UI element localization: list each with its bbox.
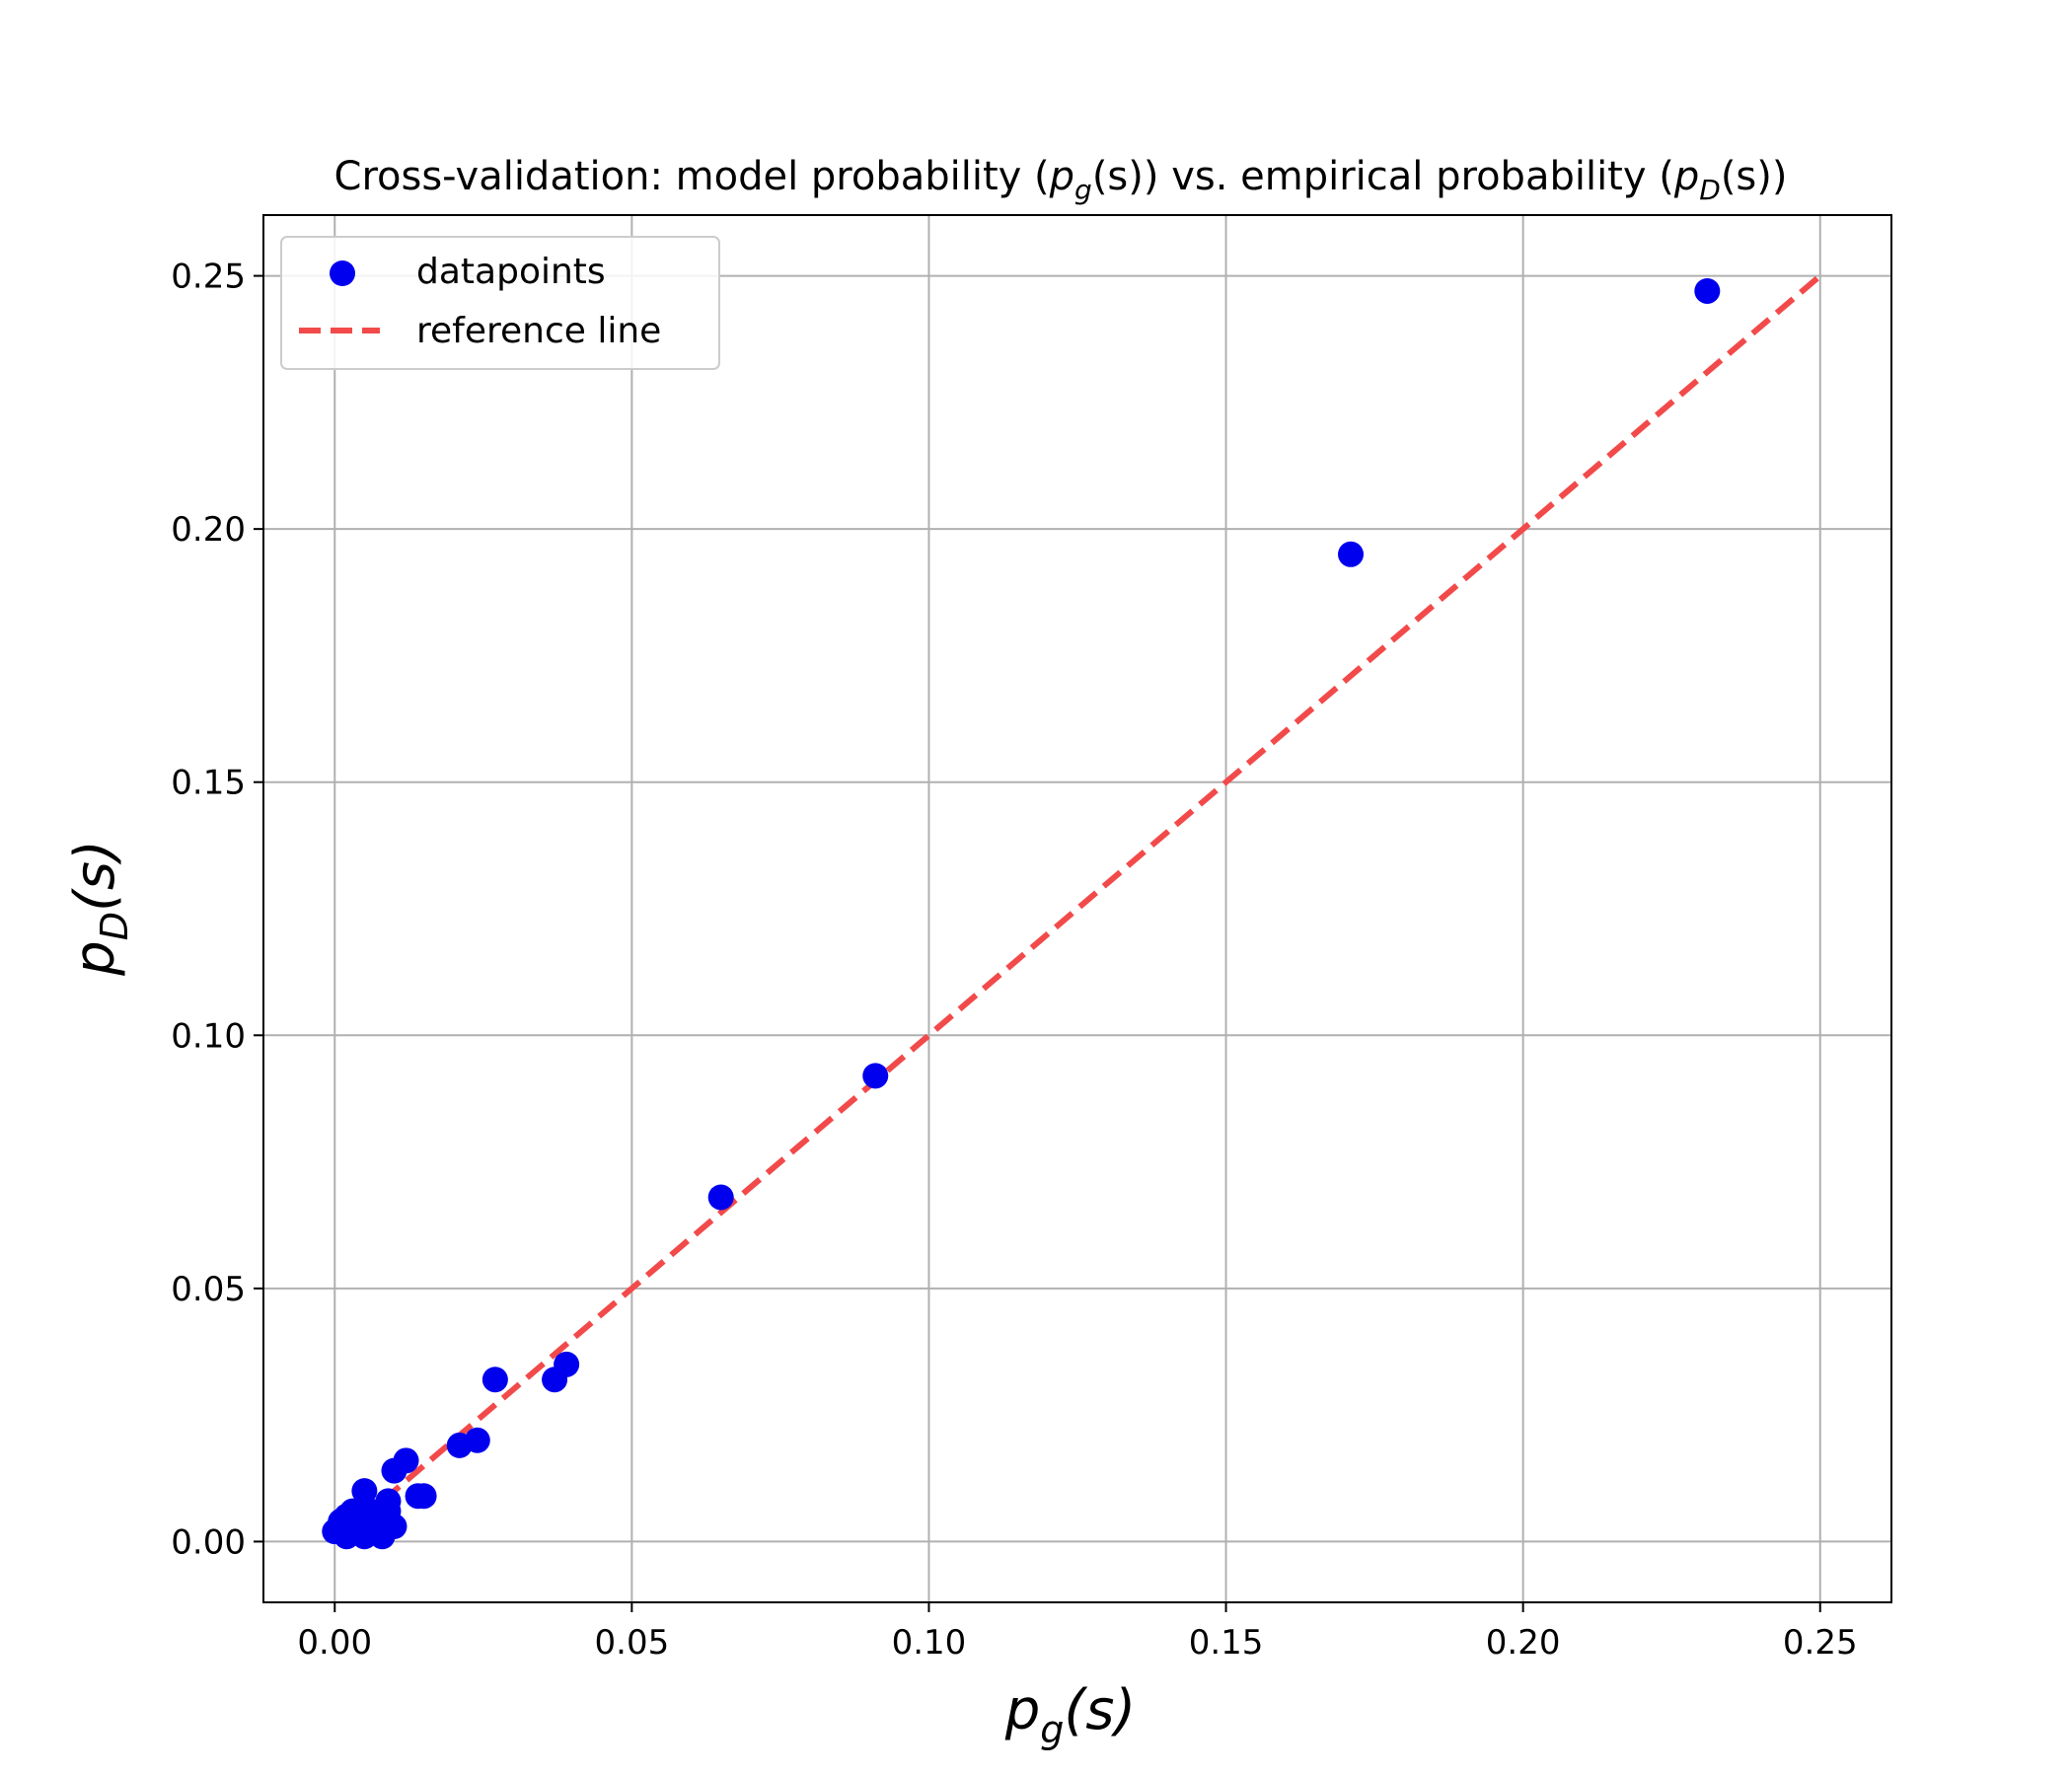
x-tick-label: 0.15 <box>1189 1623 1264 1663</box>
y-tick-label: 0.00 <box>171 1522 246 1562</box>
y-axis-label: pD(s) <box>63 840 136 977</box>
datapoint <box>351 1478 378 1505</box>
plot-frame <box>262 214 1892 1603</box>
datapoints-series <box>322 277 1721 1550</box>
x-axis-label: pg(s) <box>1004 1678 1137 1751</box>
y-tick-label: 0.15 <box>171 764 246 803</box>
x-tick-label: 0.20 <box>1486 1623 1561 1663</box>
datapoint <box>381 1514 407 1540</box>
x-tick-label: 0.00 <box>297 1623 372 1663</box>
y-axis-ticks: 0.00 0.05 0.10 0.15 0.20 0.25 <box>171 258 263 1562</box>
reference-line-path <box>333 273 1822 1544</box>
datapoint <box>393 1447 419 1474</box>
y-tick-label: 0.20 <box>171 510 246 550</box>
y-tick-label: 0.10 <box>171 1016 246 1056</box>
y-tick-label: 0.05 <box>171 1270 246 1309</box>
legend-reference-line-label: reference line <box>416 311 661 351</box>
legend-box <box>280 236 720 370</box>
datapoint <box>1338 541 1365 567</box>
datapoint <box>862 1063 889 1089</box>
datapoint <box>481 1367 508 1393</box>
x-tick-label: 0.05 <box>595 1623 670 1663</box>
reference-line <box>333 273 1822 1544</box>
x-tick-label: 0.25 <box>1783 1623 1858 1663</box>
legend-datapoints-label: datapoints <box>416 252 606 292</box>
datapoint <box>707 1184 734 1211</box>
y-tick-label: 0.25 <box>171 258 246 297</box>
datapoint <box>554 1351 580 1377</box>
datapoint <box>1694 277 1721 304</box>
legend-datapoints-marker <box>330 260 355 286</box>
datapoint <box>410 1483 437 1510</box>
x-tick-label: 0.10 <box>892 1623 967 1663</box>
chart-title: Cross-validation: model probability (pg(… <box>334 154 1788 206</box>
x-axis-ticks: 0.00 0.05 0.10 0.15 0.20 0.25 <box>297 1602 1858 1663</box>
datapoint <box>464 1427 490 1453</box>
legend: datapoints reference line <box>280 236 720 370</box>
